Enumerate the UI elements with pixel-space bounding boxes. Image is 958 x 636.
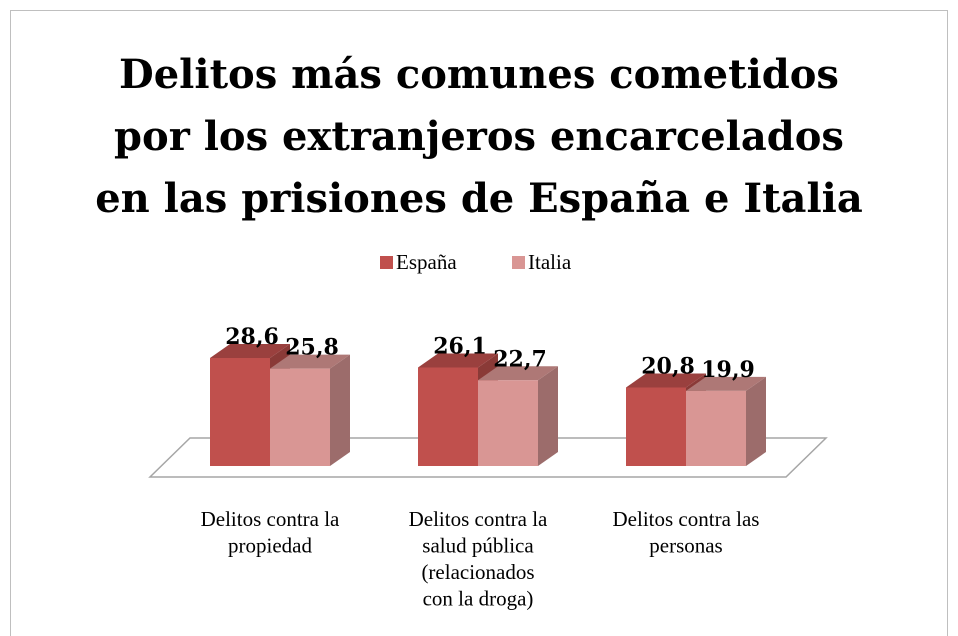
bar-side [538, 366, 558, 466]
bar [270, 354, 350, 466]
value-label: 20,8 [641, 353, 695, 379]
bar-top [478, 366, 558, 381]
chart-title: en las prisiones de España e Italia [95, 175, 863, 222]
x-tick-label: Delitos contra las [613, 507, 760, 531]
bar-top [418, 353, 498, 368]
legend-label: España [396, 250, 457, 274]
chart-title: por los extranjeros encarcelados [114, 113, 844, 160]
bar-front [478, 380, 538, 466]
bar-top [686, 376, 766, 391]
chart-frame [10, 10, 948, 636]
bar [478, 366, 558, 466]
value-label: 26,1 [433, 333, 487, 359]
bar [686, 376, 766, 466]
x-tick-label: propiedad [228, 533, 312, 557]
chart-title: Delitos más comunes cometidos [119, 51, 839, 98]
value-label: 28,6 [225, 324, 279, 350]
bar-front [626, 387, 686, 466]
x-tick-label: salud pública [422, 533, 534, 557]
bar-top [270, 354, 350, 369]
bar-top [210, 344, 290, 358]
value-label: 22,7 [493, 346, 547, 372]
bar-front [418, 367, 478, 466]
bar-side [746, 376, 766, 466]
x-tick-label: Delitos contra la [409, 507, 548, 531]
legend-label: Italia [528, 250, 572, 274]
x-tick-label: Delitos contra la [201, 507, 340, 531]
x-tick-label: con la droga) [423, 586, 534, 610]
value-label: 19,9 [701, 357, 755, 383]
x-tick-label: (relacionados [421, 560, 534, 584]
x-tick-label: personas [649, 533, 722, 557]
bar-front [686, 390, 746, 466]
bar-top [626, 373, 706, 388]
legend-swatch [380, 256, 393, 269]
bar-side [330, 354, 350, 466]
bar-front [270, 368, 330, 466]
bar-front [210, 358, 270, 466]
legend-swatch [512, 256, 525, 269]
value-label: 25,8 [285, 335, 339, 361]
